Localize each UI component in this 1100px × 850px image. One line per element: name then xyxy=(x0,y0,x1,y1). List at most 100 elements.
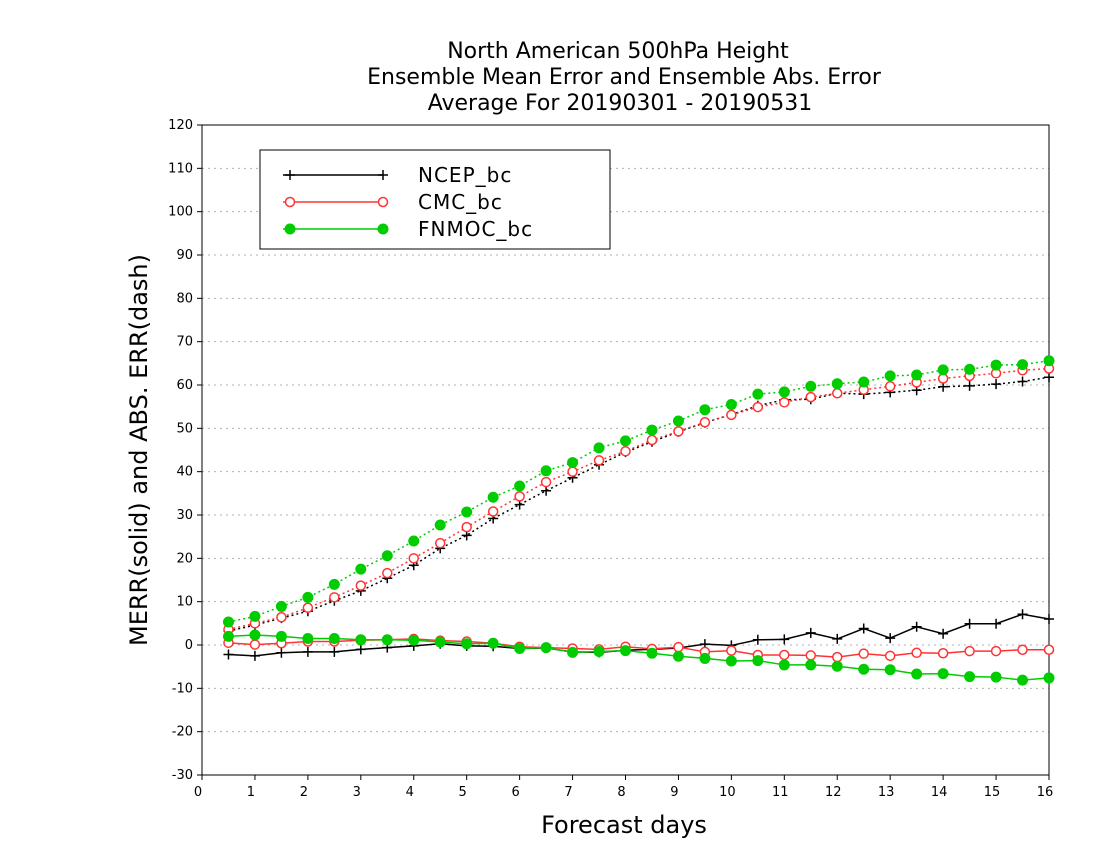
legend-marker xyxy=(284,196,296,208)
series-FNMOC_bc-abs-err xyxy=(222,355,1055,628)
merr-point xyxy=(1043,644,1055,656)
abs-err-point xyxy=(434,537,446,549)
legend-label: FNMOC_bc xyxy=(418,217,533,241)
legend-marker xyxy=(377,223,389,235)
merr-point xyxy=(672,650,684,662)
merr-point xyxy=(222,630,234,642)
abs-err-point xyxy=(778,386,790,398)
abs-err-point xyxy=(884,381,896,392)
y-tick-label: 60 xyxy=(176,378,193,393)
merr-point xyxy=(593,646,605,657)
abs-err-point xyxy=(725,399,737,410)
merr-point xyxy=(779,634,790,645)
x-tick-label: 1 xyxy=(247,785,255,800)
abs-err-point xyxy=(487,491,499,503)
merr-point xyxy=(937,668,949,680)
chart-title-line-3: Average For 20190301 - 20190531 xyxy=(428,91,813,116)
x-tick-label: 16 xyxy=(1037,785,1054,800)
merr-point xyxy=(487,637,499,649)
abs-err-point xyxy=(567,457,579,469)
y-tick-label: 30 xyxy=(176,508,193,523)
merr-point xyxy=(673,641,684,653)
legend-item-FNMOC_bc: FNMOC_bc xyxy=(283,217,533,241)
merr-point xyxy=(540,642,552,654)
merr-point xyxy=(858,663,870,675)
y-tick-label: 110 xyxy=(168,161,193,176)
abs-err-point xyxy=(964,363,976,375)
legend-box xyxy=(259,149,611,250)
abs-err-point xyxy=(990,359,1002,371)
abs-err-point xyxy=(487,506,499,517)
merr-point xyxy=(911,668,923,680)
abs-err-point xyxy=(1017,376,1028,387)
x-axis-label: Forecast days xyxy=(541,811,707,839)
merr-point xyxy=(779,649,790,661)
series-CMC_bc-abs-err xyxy=(223,363,1055,635)
merr-point xyxy=(991,618,1002,629)
abs-err-point xyxy=(699,404,711,416)
legend-item-NCEP_bc: NCEP_bc xyxy=(283,163,511,187)
x-tick-label: 8 xyxy=(617,785,625,800)
merr-point xyxy=(964,645,975,657)
merr-point xyxy=(831,660,843,672)
abs-err-point xyxy=(382,567,393,579)
abs-err-point xyxy=(328,578,340,590)
chart-title: North American 500hPa Height Ensemble Me… xyxy=(367,39,882,116)
merr-point xyxy=(964,671,976,683)
abs-err-point xyxy=(779,397,790,408)
abs-err-point xyxy=(302,602,314,613)
abs-err-point xyxy=(302,591,314,603)
merr-point xyxy=(832,633,843,644)
abs-err-point xyxy=(884,370,896,382)
y-tick-label: 40 xyxy=(176,465,193,480)
legend-label: CMC_bc xyxy=(418,190,503,214)
abs-err-point xyxy=(937,364,949,376)
merr-point xyxy=(990,671,1002,683)
abs-err-point xyxy=(832,387,843,399)
merr-point xyxy=(328,633,340,644)
abs-err-point xyxy=(275,600,287,612)
abs-err-point xyxy=(541,485,552,496)
merr-point xyxy=(752,655,764,667)
merr-point xyxy=(646,647,658,659)
series-NCEP_bc-abs-err xyxy=(223,372,1054,637)
abs-err-point xyxy=(249,610,261,622)
merr-point xyxy=(990,645,1002,657)
abs-err-point xyxy=(514,491,525,502)
y-tick-label: 10 xyxy=(176,595,193,610)
abs-err-point xyxy=(1044,372,1054,383)
abs-err-point xyxy=(1043,355,1055,367)
x-tick-label: 5 xyxy=(459,785,467,800)
abs-err-point xyxy=(329,592,340,603)
merr-line xyxy=(228,634,1050,681)
abs-err-point xyxy=(408,535,420,547)
merr-point xyxy=(1017,674,1029,686)
y-tick-label: 120 xyxy=(168,118,193,133)
chart-title-line-1: North American 500hPa Height xyxy=(447,39,789,64)
abs-err-point xyxy=(964,380,975,391)
abs-err-point xyxy=(540,465,552,477)
legend-item-CMC_bc: CMC_bc xyxy=(283,190,503,214)
legend: NCEP_bc CMC_bc FNMOC_bc xyxy=(259,149,611,250)
abs-err-point xyxy=(620,435,631,447)
abs-err-point xyxy=(831,378,843,390)
x-tick-label: 4 xyxy=(406,785,414,800)
x-tick-label: 7 xyxy=(564,785,572,800)
abs-err-point xyxy=(672,415,684,427)
series-FNMOC_bc-merr xyxy=(222,629,1055,686)
x-tick-label: 3 xyxy=(353,785,361,800)
abs-err-point xyxy=(355,580,367,591)
abs-err-point xyxy=(461,506,473,518)
x-tick-label: 11 xyxy=(772,785,789,800)
merr-point xyxy=(1017,609,1028,620)
merr-point xyxy=(937,647,949,659)
abs-err-point xyxy=(699,417,711,428)
abs-err-point xyxy=(355,563,367,575)
x-tick-label: 0 xyxy=(194,785,202,800)
merr-point xyxy=(884,650,896,662)
merr-point xyxy=(885,633,896,644)
abs-err-point xyxy=(620,446,631,457)
abs-err-point xyxy=(937,373,949,384)
merr-point xyxy=(461,638,473,650)
